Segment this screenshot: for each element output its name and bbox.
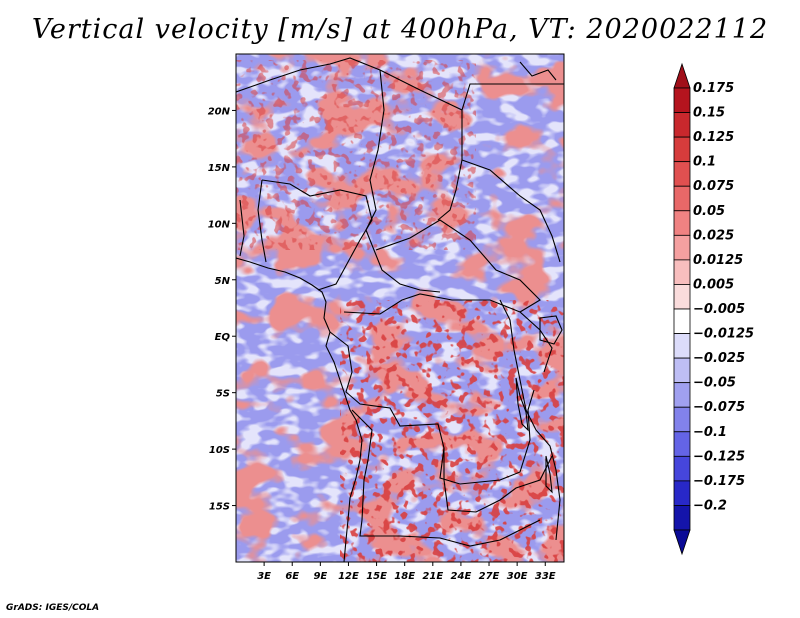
lake-tanganyika [515, 377, 529, 432]
colorbar-label: 0.005 [693, 277, 734, 292]
colorbar-label: 0.15 [693, 106, 725, 121]
y-tick-label: EQ [215, 332, 231, 343]
y-tick-label: 5S [216, 389, 230, 400]
colorbar-swatch [673, 333, 691, 359]
colorbar-swatch [673, 308, 691, 334]
border-car [375, 219, 541, 313]
colorbar-swatch [673, 431, 691, 457]
border-sudan [461, 83, 564, 111]
border-congo-a [343, 293, 553, 373]
colorbar-swatch [673, 112, 691, 138]
border-ethiopia [461, 159, 561, 263]
border-east-africa [499, 299, 561, 541]
colorbar-swatch [673, 87, 691, 113]
colorbar-swatch [673, 259, 691, 285]
colorbar-label: 0.175 [693, 81, 734, 96]
y-tick-label: 5N [215, 276, 231, 287]
colorbar-label: −0.005 [693, 302, 745, 317]
colorbar-label: −0.125 [693, 449, 745, 464]
colorbar-label: 0.1 [693, 155, 716, 170]
x-tick-label: 6E [285, 571, 299, 582]
colorbar-swatch [673, 382, 691, 408]
colorbar-label: −0.05 [693, 376, 736, 391]
border-zambia [443, 448, 553, 513]
colorbar-label: −0.2 [693, 498, 727, 513]
colorbar-label: −0.075 [693, 400, 745, 415]
lake-malawi [545, 455, 553, 494]
colorbar-label: −0.1 [693, 425, 727, 440]
country-borders [236, 57, 564, 562]
border-red-sea [519, 61, 557, 81]
border-sahel [236, 57, 463, 221]
x-axis: 3E 6E 9E 12E 15E 18E 21E 24E 27E 30E 33E [257, 562, 556, 582]
border-angola [351, 409, 541, 547]
colorbar-swatch [673, 284, 691, 310]
y-axis: 20N 15N 10N 5N EQ 5S 10S 15S [208, 106, 236, 513]
colorbar: 0.175 0.15 0.125 0.1 0.075 0.05 0.025 0.0125 0.0… [673, 62, 754, 556]
x-tick-label: 18E [394, 571, 415, 582]
colorbar-label: 0.0125 [693, 253, 743, 268]
colorbar-label: 0.125 [693, 130, 734, 145]
colorbar-label: −0.175 [693, 474, 745, 489]
plot-frame [235, 53, 565, 563]
colorbar-swatch [673, 455, 691, 482]
x-tick-label: 33E [535, 571, 556, 582]
border-drc [329, 331, 535, 485]
border-ghana [239, 199, 245, 257]
colorbar-swatch [673, 357, 691, 384]
field-convective-speckle-north [236, 60, 476, 250]
border-nigeria [261, 179, 373, 291]
y-tick-label: 20N [208, 106, 231, 117]
y-tick-label: 10N [208, 219, 231, 230]
colorbar-swatch [673, 185, 691, 212]
grads-credit: GrADS: IGES/COLA [6, 603, 100, 613]
colorbar-label: −0.0125 [693, 327, 754, 342]
x-tick-label: 12E [338, 571, 359, 582]
x-tick-label: 15E [366, 571, 387, 582]
y-tick-label: 15N [208, 163, 231, 174]
colorbar-label: 0.075 [693, 179, 734, 194]
colorbar-bottom-arrow [673, 529, 691, 556]
x-tick-label: 21E [422, 571, 443, 582]
field-convective-speckle-south [340, 300, 564, 562]
colorbar-swatch [673, 161, 691, 187]
border-benin-togo [257, 179, 267, 263]
colorbar-top-arrow [673, 62, 691, 89]
colorbar-swatch [673, 406, 691, 433]
x-tick-label: 30E [507, 571, 528, 582]
colorbar-swatch [673, 480, 691, 506]
chart-title: Vertical velocity [m/s] at 400hPa, VT: 2… [31, 14, 769, 45]
x-tick-label: 9E [313, 571, 327, 582]
colorbar-swatch [673, 136, 691, 163]
colorbar-label: 0.05 [693, 204, 725, 219]
colorbar-label: −0.025 [693, 351, 745, 366]
y-tick-label: 15S [209, 502, 230, 513]
lake-victoria [539, 315, 563, 345]
colorbar-swatch [673, 505, 691, 531]
coastline-west-africa [236, 257, 363, 562]
x-tick-label: 24E [451, 571, 472, 582]
plot-area [236, 54, 564, 562]
y-tick-label: 10S [209, 445, 230, 456]
colorbar-swatch [673, 234, 691, 261]
x-tick-label: 27E [479, 571, 500, 582]
x-tick-label: 3E [257, 571, 271, 582]
colorbar-label: 0.025 [693, 228, 734, 243]
colorbar-swatch [673, 210, 691, 236]
